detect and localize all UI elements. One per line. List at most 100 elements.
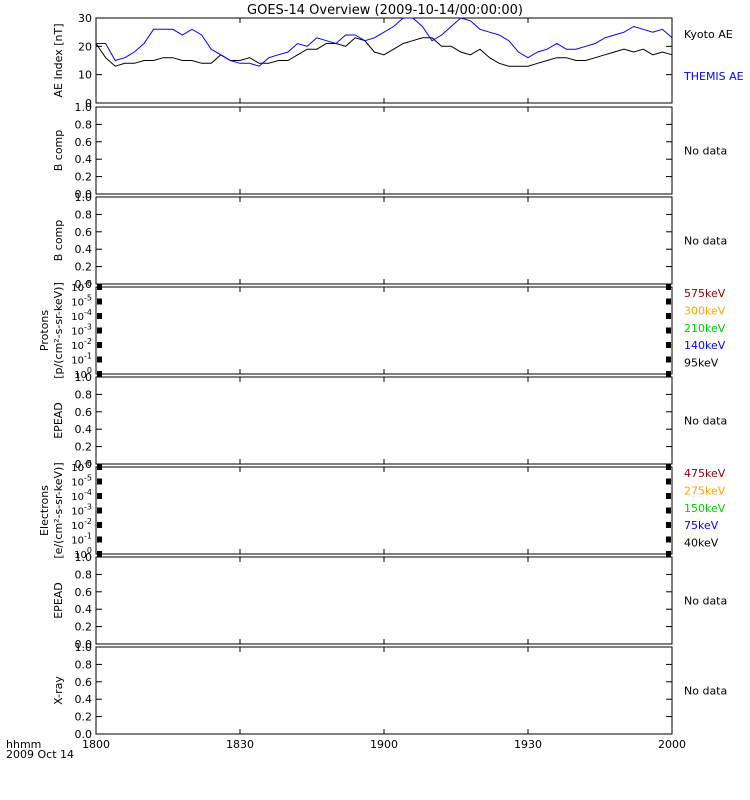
ytick-label: 0.6 [75,676,93,689]
ytick-mark-left [97,478,102,485]
ytick-label: 10-6 [71,459,92,474]
panel-ylabel: EPEAD [52,582,65,619]
panel-frame [95,646,673,735]
legend-entry: 275keV [684,484,726,497]
xtick-label: 1830 [226,738,254,751]
time-axis-label-date: 2009 Oct 14 [6,748,74,761]
ytick-mark-right [666,551,671,557]
panel-ylabel-units: [p/(cm²-s-sr-keV)] [52,282,65,379]
panel-no-data-note: No data [684,595,727,608]
ytick-exponent: 0 [87,366,92,375]
ytick-label: 0.4 [75,603,93,616]
ytick-label: 1.0 [75,371,93,384]
xtick-label: 1930 [514,738,542,751]
ytick-label: 100 [74,366,92,381]
series-line-kyoto-ae [95,37,673,67]
panel-epead2: 0.0 0.2 0.4 0.6 0.8 1.0 EPEAD No data [52,551,727,651]
panel-frame [95,556,673,645]
panel-frame [95,106,673,195]
ytick-mark-right [666,464,671,470]
panel-b2: 0.0 0.2 0.4 0.6 0.8 1.0 B comp No data [52,191,727,291]
ytick-base: 10 [74,550,87,561]
xtick-label: 2000 [658,738,686,751]
ytick-label: 0.8 [75,208,93,221]
ytick-label: 0.2 [75,171,93,184]
ytick-exponent: -2 [84,337,92,346]
ytick-label: 0.8 [75,118,93,131]
legend-entry: 575keV [684,287,726,300]
panel-ylabel: B comp [52,130,65,172]
ytick-label: 0.6 [75,136,93,149]
ytick-mark-right [666,313,671,319]
ytick-base: 10 [71,312,84,323]
ytick-label: 10-1 [71,352,92,367]
ytick-base: 10 [71,536,84,547]
figure-title: GOES-14 Overview (2009-10-14/00:00:00) [247,3,523,18]
ytick-mark-left [97,356,102,363]
ytick-label: 10-5 [71,294,92,309]
ytick-mark-left [97,327,102,334]
ytick-exponent: -4 [84,308,92,317]
panel-frame [95,196,673,285]
ytick-mark-left [97,507,102,514]
panel-frame [95,466,673,555]
panel-xray: 0.0 0.2 0.4 0.6 0.8 1.0 X-ray No data [52,641,727,741]
ytick-label: 10-2 [71,517,92,532]
ytick-base: 10 [74,370,87,381]
panel-frame [95,286,673,375]
time-axis: hhmm 2009 Oct 14 1800 1830 1900 1930 2000 [6,738,686,761]
legend-entry: 40keV [684,537,719,550]
ytick-mark-left [97,371,102,377]
ytick-label: 0.4 [75,693,93,706]
ytick-label: 0.8 [75,388,93,401]
ytick-label: 0.0 [75,638,93,651]
legend-entry: THEMIS AE [683,70,744,83]
ytick-label: 0.2 [75,441,93,454]
legend-entry: 300keV [684,304,726,317]
series-line-themis-ae [96,17,673,67]
ytick-exponent: -4 [84,488,92,497]
ytick-label: 0.4 [75,243,93,256]
ytick-base: 10 [71,341,84,352]
panel-ylabel: Electrons [38,485,51,536]
ytick-mark-left [97,551,102,557]
ytick-label: 0.0 [75,728,93,741]
ytick-exponent: -3 [84,503,92,512]
ytick-label: 10-6 [71,279,92,294]
ytick-mark-left [97,298,102,305]
ytick-label: 0.2 [75,261,93,274]
panel-no-data-note: No data [684,685,727,698]
legend-entry: 210keV [684,322,726,335]
ytick-mark-left [97,536,102,543]
ytick-exponent: -5 [84,294,92,303]
ytick-exponent: -6 [84,279,92,288]
legend-entry: 75keV [684,519,719,532]
ytick-label: 0.6 [75,586,93,599]
ytick-base: 10 [71,356,84,367]
panel-ylabel: AE Index [nT] [52,23,65,97]
ytick-label: 1.0 [75,551,93,564]
ytick-mark-right [666,342,671,348]
ytick-mark-right [666,507,671,514]
ytick-mark-left [97,522,102,528]
ytick-exponent: -1 [84,352,92,361]
ytick-exponent: -1 [84,532,92,541]
ytick-exponent: -5 [84,474,92,483]
ytick-base: 10 [71,492,84,503]
ytick-label: 0.4 [75,153,93,166]
ytick-label: 0.0 [75,458,93,471]
panel-no-data-note: No data [684,145,727,158]
panel-ylabel-units: [e/(cm²-s-sr-keV)] [52,462,65,558]
ytick-label: 10-4 [71,488,92,503]
ytick-exponent: -6 [84,459,92,468]
ytick-base: 10 [71,298,84,309]
ytick-mark-right [666,522,671,528]
ytick-label: 0.0 [75,278,93,291]
ytick-label: 100 [74,546,92,561]
legend-entry: 95keV [684,357,719,370]
ytick-mark-left [97,284,102,290]
ytick-label: 0 [85,97,92,110]
ytick-label: 0.2 [75,711,93,724]
